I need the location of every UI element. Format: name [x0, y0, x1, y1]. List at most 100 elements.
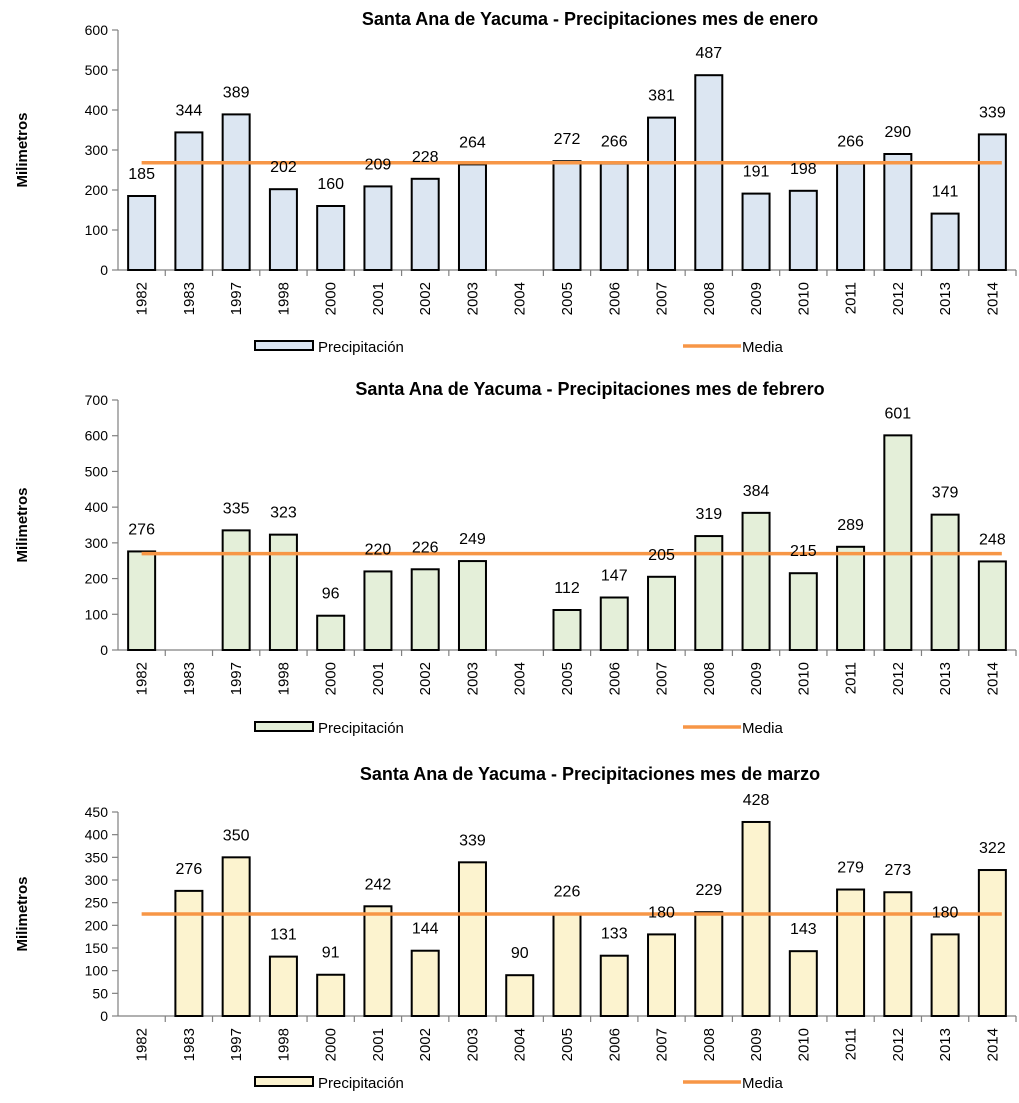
x-tick-label: 1983: [181, 1028, 198, 1061]
data-label: 147: [601, 568, 628, 585]
x-tick-label: 2004: [512, 662, 529, 695]
y-axis-label: Milimetros: [14, 112, 31, 187]
bar: [317, 206, 344, 270]
bar: [979, 561, 1006, 650]
data-label: 264: [459, 134, 486, 151]
x-tick-label: 1982: [134, 282, 151, 315]
data-label: 180: [932, 904, 959, 921]
bar: [932, 515, 959, 650]
data-label: 350: [223, 827, 250, 844]
y-tick-label: 450: [85, 804, 109, 820]
bar: [554, 914, 581, 1016]
bar: [317, 616, 344, 650]
legend-label-precipitacion: Precipitación: [318, 720, 404, 737]
x-tick-label: 2005: [559, 662, 576, 695]
y-tick-label: 350: [85, 849, 109, 865]
x-tick-label: 2010: [795, 662, 812, 695]
bar: [459, 862, 486, 1016]
data-label: 180: [648, 904, 675, 921]
data-label: 91: [322, 945, 340, 962]
data-label: 379: [932, 485, 959, 502]
bar: [364, 571, 391, 650]
x-tick-label: 2010: [795, 282, 812, 315]
x-tick-label: 2002: [417, 282, 434, 315]
data-label: 96: [322, 586, 340, 603]
x-tick-label: 2013: [937, 662, 954, 695]
data-label: 389: [223, 84, 250, 101]
bar: [790, 573, 817, 650]
data-label: 90: [511, 945, 529, 962]
y-tick-label: 250: [85, 895, 109, 911]
x-tick-label: 2003: [464, 662, 481, 695]
x-tick-label: 2001: [370, 662, 387, 695]
bar: [837, 547, 864, 650]
x-tick-label: 2003: [464, 282, 481, 315]
data-label: 209: [365, 156, 392, 173]
x-tick-label: 2007: [654, 282, 671, 315]
bar: [979, 870, 1006, 1016]
y-tick-label: 600: [85, 428, 109, 444]
data-label: 428: [743, 792, 770, 809]
bar: [790, 951, 817, 1016]
bar: [695, 75, 722, 270]
data-label: 266: [601, 134, 628, 151]
x-tick-label: 2011: [843, 1028, 860, 1060]
bar: [979, 134, 1006, 270]
data-label: 319: [695, 506, 722, 523]
data-label: 131: [270, 927, 297, 944]
data-label: 273: [884, 862, 911, 879]
x-tick-label: 2002: [417, 1028, 434, 1061]
x-tick-label: 2014: [984, 1028, 1001, 1061]
data-label: 112: [554, 580, 580, 597]
data-label: 215: [790, 543, 817, 560]
x-tick-label: 2004: [512, 282, 529, 315]
data-label: 144: [412, 921, 439, 938]
data-label: 344: [176, 102, 203, 119]
y-tick-label: 500: [85, 463, 109, 479]
legend-label-precipitacion: Precipitación: [318, 1075, 404, 1092]
x-tick-label: 2009: [748, 282, 765, 315]
bar: [459, 561, 486, 650]
data-label: 272: [554, 131, 581, 148]
x-tick-label: 2000: [323, 662, 340, 695]
bar: [648, 577, 675, 650]
data-label: 133: [601, 926, 628, 943]
data-label: 198: [790, 161, 817, 178]
bar: [601, 956, 628, 1016]
data-label: 226: [412, 539, 439, 556]
x-tick-label: 2012: [890, 662, 907, 695]
data-label: 266: [837, 134, 864, 151]
x-tick-label: 2009: [748, 1028, 765, 1061]
legend-label-media: Media: [742, 720, 784, 737]
data-label: 191: [743, 164, 770, 181]
y-axis-label: Milimetros: [14, 487, 31, 562]
x-tick-label: 2008: [701, 282, 718, 315]
bar: [506, 975, 533, 1016]
bar: [884, 892, 911, 1016]
data-label: 202: [270, 159, 297, 176]
x-tick-label: 1998: [275, 1028, 292, 1061]
data-label: 290: [884, 124, 911, 141]
data-label: 322: [979, 840, 1006, 857]
data-label: 220: [365, 541, 392, 558]
chart-title: Santa Ana de Yacuma - Precipitaciones me…: [362, 9, 818, 29]
x-tick-label: 2012: [890, 1028, 907, 1061]
bar: [837, 164, 864, 270]
x-tick-label: 1997: [228, 282, 245, 315]
bar: [554, 610, 581, 650]
x-tick-label: 2014: [984, 662, 1001, 695]
data-label: 279: [837, 860, 864, 877]
x-tick-label: 2005: [559, 1028, 576, 1061]
y-tick-label: 400: [85, 827, 109, 843]
data-label: 185: [128, 166, 155, 183]
data-label: 339: [979, 104, 1006, 121]
x-tick-label: 1982: [134, 662, 151, 695]
bar: [648, 934, 675, 1016]
data-label: 276: [128, 521, 155, 538]
x-tick-label: 2012: [890, 282, 907, 315]
y-tick-label: 200: [85, 917, 109, 933]
y-tick-label: 300: [85, 142, 109, 158]
x-tick-label: 1983: [181, 282, 198, 315]
y-tick-label: 200: [85, 571, 109, 587]
